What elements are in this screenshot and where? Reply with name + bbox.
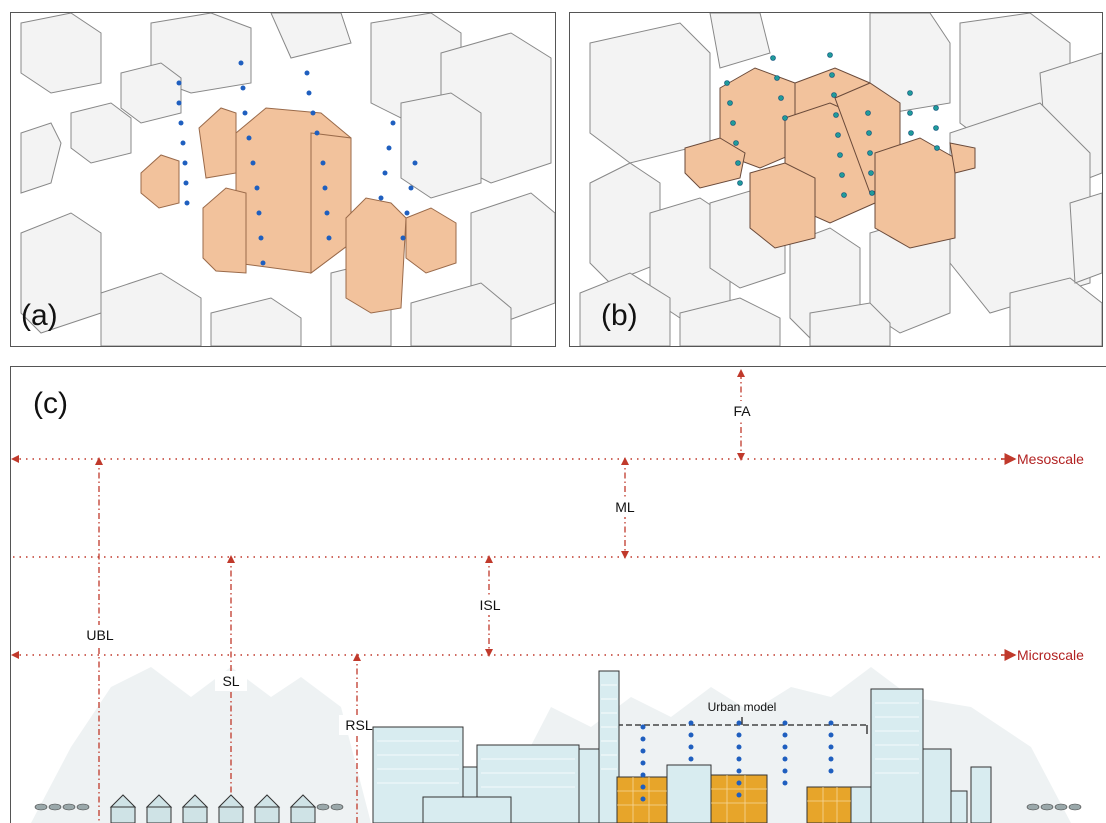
label-rsl: RSL	[345, 717, 372, 733]
sensor-columns	[176, 60, 418, 266]
panel-b-label: (b)	[601, 299, 638, 332]
background-buildings	[20, 13, 555, 346]
label-ubl: UBL	[86, 627, 113, 643]
highlighted-buildings	[140, 107, 457, 314]
urban-model-grid	[617, 775, 851, 823]
panel-c-illustration: Mesoscale Microscale	[11, 369, 1101, 823]
panel-c: Mesoscale Microscale	[10, 366, 1106, 823]
sensor-columns	[724, 52, 940, 198]
model-sensors	[640, 720, 834, 802]
panel-b-illustration	[579, 13, 1102, 346]
city-skyline	[372, 670, 992, 823]
urban-model-label: Urban model	[708, 700, 777, 714]
trees	[34, 803, 1082, 811]
panel-a-illustration	[20, 13, 555, 346]
suburban-houses	[109, 794, 317, 823]
label-sl: SL	[222, 673, 239, 689]
panel-a: (a)	[10, 12, 556, 347]
microscale-label: Microscale	[1017, 647, 1084, 663]
mesoscale-label: Mesoscale	[1017, 451, 1084, 467]
label-fa: FA	[733, 403, 751, 419]
label-ml: ML	[615, 499, 635, 515]
background-buildings	[579, 13, 1102, 346]
panel-b: (b)	[569, 12, 1103, 347]
panel-a-label: (a)	[21, 299, 58, 332]
highlighted-buildings	[684, 67, 976, 249]
panel-c-label: (c)	[33, 387, 68, 420]
label-isl: ISL	[479, 597, 500, 613]
skyline-window-lines	[377, 684, 919, 788]
